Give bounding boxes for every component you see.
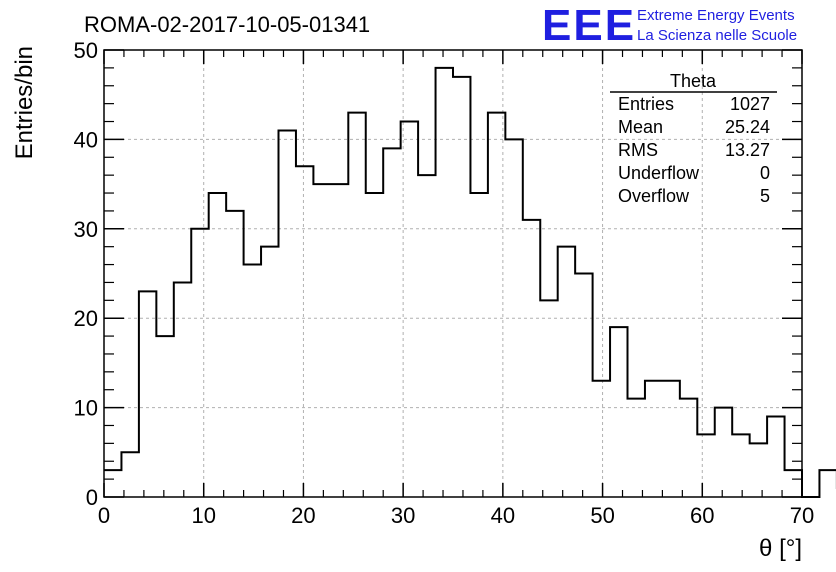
x-tick-label: 70 [790, 503, 814, 528]
logo-mark: EEE [542, 1, 636, 50]
x-tick-label: 30 [391, 503, 415, 528]
stats-label: Entries [618, 94, 674, 114]
y-tick-label: 40 [74, 127, 98, 152]
stats-value: 13.27 [725, 140, 770, 160]
stats-label: Underflow [618, 163, 700, 183]
y-tick-label: 10 [74, 396, 98, 421]
eee-logo: EEE Extreme Energy Events La Scienza nel… [542, 1, 797, 50]
stats-rows: Entries 1027 Mean 25.24 RMS 13.27 Underflow 0 Ov… [618, 94, 770, 206]
stats-value: 1027 [730, 94, 770, 114]
x-axis-title: θ [°] [759, 535, 802, 562]
stats-value: 5 [760, 186, 770, 206]
logo-line2: La Scienza nelle Scuole [637, 27, 797, 44]
logo-line1: Extreme Energy Events [637, 7, 795, 24]
stats-label: RMS [618, 140, 658, 160]
stats-label: Overflow [618, 186, 690, 206]
stats-box: Theta Entries 1027 Mean 25.24 RMS 13.27 Underf… [610, 71, 777, 206]
stats-label: Mean [618, 117, 663, 137]
x-tick-label: 60 [690, 503, 714, 528]
y-axis-title: Entries/bin [11, 46, 38, 159]
y-tick-label: 0 [86, 485, 98, 510]
x-tick-label: 40 [491, 503, 515, 528]
y-tick-label: 50 [74, 38, 98, 63]
grid-lines [104, 50, 802, 497]
x-tick-label: 0 [98, 503, 110, 528]
x-tick-label: 10 [191, 503, 215, 528]
stats-value: 25.24 [725, 117, 770, 137]
chart-title: ROMA-02-2017-10-05-01341 [84, 12, 370, 37]
x-tick-label: 50 [590, 503, 614, 528]
axis-ticks [103, 49, 803, 498]
x-tick-label: 20 [291, 503, 315, 528]
histogram-outline [104, 66, 836, 498]
plot-frame [103, 49, 803, 498]
y-tick-label: 20 [74, 306, 98, 331]
y-tick-label: 30 [74, 217, 98, 242]
stats-title: Theta [670, 71, 717, 91]
stats-value: 0 [760, 163, 770, 183]
